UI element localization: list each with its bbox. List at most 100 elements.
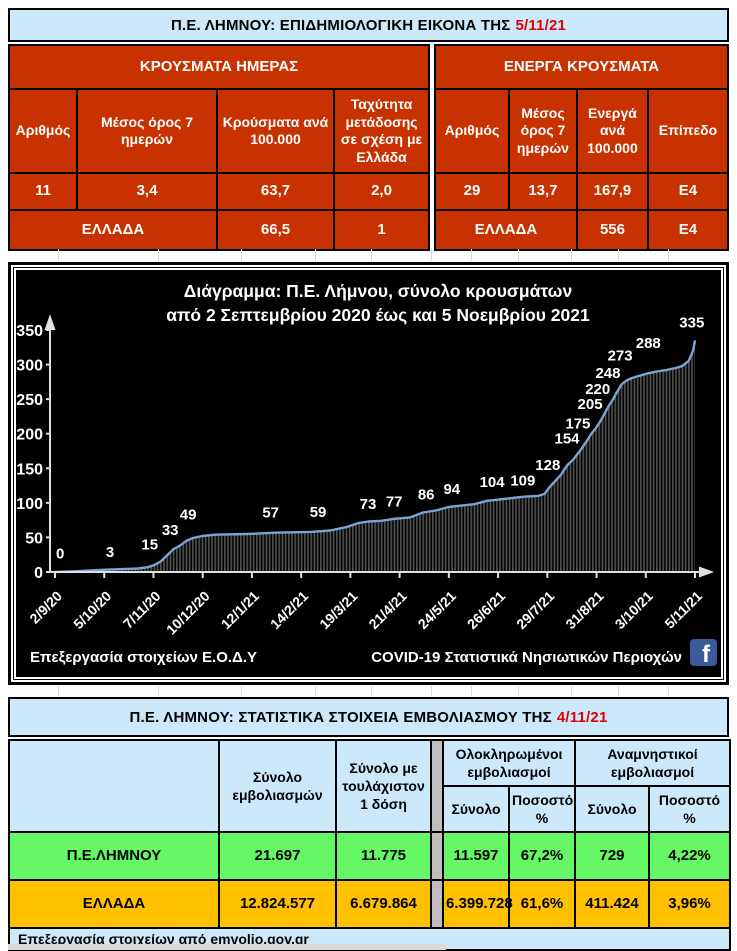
- col-number: Αριθμός: [8, 88, 78, 174]
- y-tick-label: 250: [16, 392, 43, 409]
- column-gridline: [241, 249, 242, 261]
- column-gridline: [241, 686, 242, 696]
- column-gridline: [471, 686, 472, 696]
- col-level: Επίπεδο: [646, 88, 730, 174]
- line-series: [54, 340, 697, 574]
- column-gridline: [571, 686, 572, 696]
- column-gridline: [431, 686, 432, 696]
- x-tick-label: 5/10/20: [70, 588, 114, 632]
- vax-row-greece: ΕΛΛΑΔΑ 12.824.577 6.679.864 6.399.728 61…: [8, 879, 732, 929]
- data-label: 205: [578, 396, 603, 413]
- data-label: 154: [554, 431, 580, 448]
- data-label: 220: [585, 381, 610, 398]
- daily-number: 11: [8, 172, 78, 211]
- y-tick-label: 200: [16, 427, 43, 444]
- vax-title-text: Π.Ε. ΛΗΜΝΟΥ: ΣΤΑΤΙΣΤΙΚΑ ΣΤΟΙΧΕΙΑ ΕΜΒΟΛΙΑ…: [129, 708, 552, 726]
- x-tick-label: 24/5/21: [415, 588, 459, 632]
- limnos-booster-pct: 4,22%: [647, 831, 732, 881]
- active-level: Ε4: [646, 172, 730, 211]
- x-axis-arrow: [699, 566, 714, 578]
- active-cases-table: ΕΝΕΡΓΑ ΚΡΟΥΣΜΑΤΑ Αριθμός Μέσος όρος 7 ημ…: [433, 44, 730, 251]
- greece-label: ΕΛΛΑΔΑ: [8, 209, 218, 251]
- epi-panels: ΚΡΟΥΣΜΑΤΑ ΗΜΕΡΑΣ Αριθμός Μέσος όρος 7 ημ…: [7, 44, 730, 251]
- column-gridline: [315, 686, 316, 696]
- cases-chart-frame: 0 50 100 150 200 250 300 350 2/9/20 5/10/20 7/11/2…: [8, 262, 729, 685]
- greece-active-per-100k: 556: [575, 209, 649, 251]
- greece-name: ΕΛΛΑΔΑ: [8, 879, 220, 929]
- active-7day-avg: 13,7: [507, 172, 578, 211]
- facebook-icon[interactable]: [690, 639, 717, 666]
- y-tick-label: 0: [34, 565, 43, 582]
- greece-total: 12.824.577: [218, 879, 337, 929]
- column-gridline: [371, 686, 372, 696]
- y-tick-label: 150: [16, 461, 43, 478]
- epi-title-date: 5/11/21: [515, 16, 567, 34]
- sub-completed-total: Σύνολο: [442, 785, 510, 833]
- daily-cases-table: ΚΡΟΥΣΜΑΤΑ ΗΜΕΡΑΣ Αριθμός Μέσος όρος 7 ημ…: [7, 44, 431, 251]
- sub-booster-pct: Ποσοστό %: [647, 785, 732, 833]
- data-label: 273: [608, 348, 633, 365]
- x-tick-label: 21/4/21: [365, 588, 409, 632]
- x-tick-label: 29/7/21: [513, 588, 557, 632]
- x-tick-label: 2/9/20: [26, 588, 65, 627]
- vax-corner-cell: [8, 739, 220, 833]
- chart-footer-page: COVID-19 Στατιστικά Νησιωτικών Περιοχών: [371, 649, 682, 666]
- epi-title-text: Π.Ε. ΛΗΜΝΟΥ: ΕΠΙΔΗΜΙΟΛΟΓΙΚΗ ΕΙΚΟΝΑ ΤΗΣ: [170, 16, 511, 34]
- vaccination-table: Σύνολο εμβολιασμών Σύνολο με τουλάχιστον…: [7, 739, 732, 951]
- column-gridline: [668, 686, 669, 696]
- column-gridline: [668, 249, 669, 261]
- chart-title-line1: Διάγραμμα: Π.Ε. Λήμνου, σύνολο κρουσμάτω…: [184, 281, 572, 301]
- limnos-name: Π.Ε.ΛΗΜΝΟΥ: [8, 831, 220, 881]
- y-axis-arrow: [44, 314, 56, 330]
- col-7day-avg: Μέσος όρος 7 ημερών: [76, 88, 218, 174]
- data-label: 77: [386, 493, 403, 510]
- limnos-total: 21.697: [218, 831, 337, 881]
- data-label: 73: [360, 496, 377, 513]
- x-tick-label: 12/1/21: [218, 588, 262, 632]
- data-label: 128: [535, 457, 560, 474]
- y-tick-label: 350: [16, 323, 43, 340]
- x-tick-label: 31/8/21: [562, 588, 606, 632]
- column-gridline: [471, 249, 472, 261]
- col-active-7day-avg: Μέσος όρος 7 ημερών: [507, 88, 578, 174]
- data-label: 59: [310, 504, 327, 521]
- x-tick-label: 10/12/20: [163, 588, 213, 638]
- daily-7day-avg: 3,4: [76, 172, 218, 211]
- limnos-completed-pct: 67,2%: [508, 831, 576, 881]
- data-label: 49: [180, 507, 197, 524]
- data-label: 104: [480, 474, 506, 491]
- column-gridline: [158, 686, 159, 696]
- data-label: 248: [595, 365, 620, 382]
- area-series: [55, 340, 695, 572]
- greece-completed-total: 6.399.728: [442, 879, 513, 929]
- epi-title: Π.Ε. ΛΗΜΝΟΥ: ΕΠΙΔΗΜΙΟΛΟΓΙΚΗ ΕΙΚΟΝΑ ΤΗΣ 5…: [8, 8, 729, 42]
- y-tick-label: 100: [16, 496, 43, 513]
- greece-level: Ε4: [646, 209, 730, 251]
- data-label: 86: [418, 487, 435, 504]
- x-tick-label: 3/10/21: [612, 588, 656, 632]
- x-tick-label: 5/11/21: [661, 588, 705, 632]
- gray-separator: [430, 831, 444, 881]
- gridline-gap-top: [8, 249, 729, 261]
- vax-title: Π.Ε. ΛΗΜΝΟΥ: ΣΤΑΤΙΣΤΙΚΑ ΣΤΟΙΧΕΙΑ ΕΜΒΟΛΙΑ…: [8, 697, 729, 737]
- gray-separator: [430, 739, 444, 833]
- greece-booster-pct: 3,96%: [647, 879, 732, 929]
- column-gridline: [58, 686, 59, 696]
- column-gridline: [618, 249, 619, 261]
- vax-row-limnos: Π.Ε.ΛΗΜΝΟΥ 21.697 11.775 11.597 67,2% 72…: [8, 831, 732, 881]
- x-tick-label: 19/3/21: [316, 588, 360, 632]
- data-label: 94: [443, 481, 460, 498]
- gray-separator: [430, 879, 444, 929]
- epidemiology-section: Π.Ε. ΛΗΜΝΟΥ: ΕΠΙΔΗΜΙΟΛΟΓΙΚΗ ΕΙΚΟΝΑ ΤΗΣ 5…: [7, 8, 730, 251]
- column-gridline: [431, 249, 432, 261]
- column-gridline: [518, 249, 519, 261]
- greece-first-dose: 6.679.864: [335, 879, 432, 929]
- y-tick-label: 300: [16, 358, 43, 375]
- data-label: 109: [510, 473, 535, 490]
- greece-per-100k: 66,5: [216, 209, 335, 251]
- sub-booster-total: Σύνολο: [574, 785, 650, 833]
- daily-transmission: 2,0: [332, 172, 431, 211]
- active-cases-header: ΕΝΕΡΓΑ ΚΡΟΥΣΜΑΤΑ: [433, 44, 730, 90]
- active-number: 29: [433, 172, 510, 211]
- greece-completed-pct: 61,6%: [508, 879, 576, 929]
